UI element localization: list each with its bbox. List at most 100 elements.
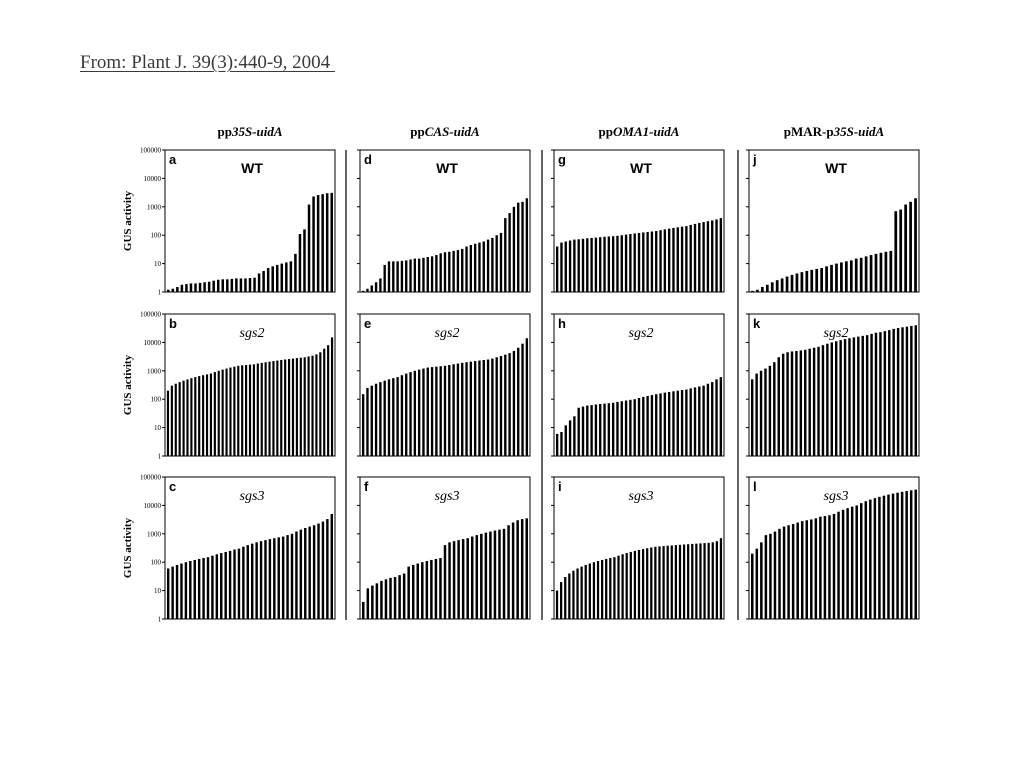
bar [879, 252, 883, 292]
bar [245, 365, 248, 456]
bar [650, 395, 654, 456]
bar [698, 386, 701, 456]
y-tick-label: 10000 [144, 175, 162, 183]
bar [768, 365, 772, 456]
genotype-label: WT [241, 160, 263, 176]
bar [387, 379, 391, 456]
bar [212, 280, 215, 292]
bar [473, 243, 477, 292]
bar [586, 238, 589, 292]
bar [719, 218, 723, 292]
bar [616, 235, 619, 292]
bar [495, 357, 498, 456]
bar [277, 537, 280, 619]
bar [303, 357, 306, 456]
bar [698, 222, 701, 292]
panel-k: k sgs2 [746, 313, 920, 457]
bar [178, 382, 181, 456]
bar [825, 266, 828, 292]
bar [695, 543, 698, 619]
bar [461, 539, 465, 619]
bar [846, 508, 849, 619]
bar [787, 525, 790, 619]
bar [170, 385, 173, 456]
bar [180, 563, 183, 619]
bar [646, 231, 649, 292]
bar [264, 540, 267, 619]
bar [409, 259, 412, 292]
bar [611, 236, 615, 292]
bar [291, 358, 295, 456]
bar [311, 355, 314, 456]
bar [620, 401, 623, 456]
genotype-label: WT [630, 160, 652, 176]
bar [380, 580, 383, 619]
bar [568, 573, 571, 619]
panel-l: l sgs3 [746, 476, 920, 620]
bar [658, 546, 661, 619]
bar [525, 518, 528, 619]
bar [573, 416, 576, 456]
bar [425, 561, 429, 619]
bar [413, 258, 417, 292]
column-header-4: pMAR-p35S-uidA [784, 124, 885, 139]
bar [186, 379, 189, 456]
panel-g: g WT [551, 149, 725, 293]
bar [715, 219, 718, 292]
bar [888, 330, 891, 456]
panel-e: e sgs2 [357, 313, 531, 457]
bar [434, 558, 438, 619]
bar [396, 377, 399, 456]
bar [499, 232, 503, 292]
bar [452, 541, 456, 619]
bar [312, 525, 316, 619]
bar [473, 361, 477, 456]
bar [361, 394, 365, 456]
bar [298, 234, 302, 292]
bar [224, 551, 227, 619]
bar [330, 192, 333, 292]
bar [617, 555, 620, 619]
bar [387, 261, 391, 292]
bar [508, 213, 511, 292]
genotype-label: WT [436, 160, 458, 176]
bar [242, 546, 245, 619]
bar [405, 260, 408, 292]
bar [448, 251, 451, 292]
bar [685, 389, 688, 456]
bar [693, 223, 697, 292]
bar [280, 360, 283, 456]
bar [624, 234, 628, 292]
bar [873, 498, 877, 619]
bar [370, 385, 373, 456]
bar [637, 232, 641, 292]
bar [715, 379, 718, 456]
bar [843, 339, 847, 456]
bar [672, 227, 675, 292]
bar [577, 239, 580, 292]
bar [909, 490, 913, 619]
bar [900, 491, 904, 619]
bar [189, 561, 192, 619]
bar [624, 400, 628, 456]
bar [663, 229, 667, 292]
bar [859, 257, 863, 292]
bar [826, 343, 829, 456]
bar [430, 559, 433, 619]
bar [193, 559, 196, 619]
source-citation: From: Plant J. 39(3):440-9, 2004 [80, 52, 335, 73]
bar [850, 506, 854, 619]
bar [755, 373, 758, 456]
bar [205, 374, 209, 456]
bar [383, 264, 386, 292]
y-tick-label: 10 [154, 587, 162, 595]
bar [795, 273, 799, 292]
bar [516, 520, 519, 619]
bar [629, 399, 632, 456]
bar [702, 222, 705, 292]
bar [773, 531, 777, 619]
bar [823, 516, 827, 619]
bar [830, 264, 833, 292]
bar [166, 390, 170, 456]
